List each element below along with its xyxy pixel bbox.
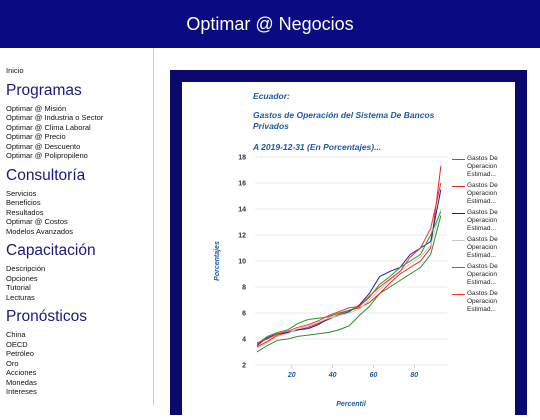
nav-link[interactable]: Petróleo bbox=[6, 349, 34, 358]
legend-item: Gastos De Operacion Estimad... bbox=[452, 155, 504, 179]
chart-title: A 2019-12-31 (En Porcentajes)... bbox=[252, 142, 381, 152]
x-tick-label: 20 bbox=[287, 372, 296, 379]
x-tick-label: 40 bbox=[328, 372, 337, 379]
chart-title: Ecuador: bbox=[253, 91, 290, 101]
nav-link[interactable]: Optimar @ Precio bbox=[6, 132, 66, 141]
nav-link[interactable]: Servicios bbox=[6, 188, 37, 198]
nav-link[interactable]: Optimar @ Polipropileno bbox=[6, 151, 88, 160]
series-line bbox=[256, 215, 442, 353]
nav-link[interactable]: Tutorial bbox=[6, 283, 31, 292]
legend-item: Gastos De Operacion Estimad... bbox=[452, 290, 504, 314]
legend-item: Gastos De Operacion Estimad... bbox=[452, 236, 504, 260]
legend-swatch bbox=[452, 266, 465, 268]
y-tick-label: 14 bbox=[238, 207, 246, 214]
legend-swatch bbox=[452, 212, 465, 214]
legend-label: Gastos De Operacion Estimad... bbox=[467, 236, 498, 259]
legend-item: Gastos De Operacion Estimad... bbox=[452, 182, 504, 206]
x-tick-label: 60 bbox=[370, 372, 378, 379]
nav-link[interactable]: Descripción bbox=[6, 264, 46, 273]
nav-link[interactable]: Optimar @ Costos bbox=[6, 217, 68, 226]
nav-link[interactable]: Inicio bbox=[6, 66, 24, 75]
chart-title: Gastos de Operación del Sistema De Banco… bbox=[253, 110, 435, 120]
series-line bbox=[256, 211, 442, 345]
nav-link[interactable]: Optimar @ Misión bbox=[6, 103, 67, 113]
series-line bbox=[256, 208, 442, 349]
nav-link[interactable]: Optimar @ Descuento bbox=[6, 141, 81, 151]
legend-label: Gastos De Operacion Estimad... bbox=[467, 290, 498, 313]
x-tick-label: 80 bbox=[410, 372, 418, 379]
nav-link[interactable]: Monedas bbox=[6, 377, 37, 387]
legend-label: Gastos De Operacion Estimad... bbox=[467, 155, 498, 178]
nav-link[interactable]: Optimar @ Industria o Sector bbox=[6, 113, 104, 122]
y-tick-label: 8 bbox=[242, 285, 246, 292]
nav-link[interactable]: Acciones bbox=[6, 368, 37, 377]
y-tick-label: 16 bbox=[238, 181, 246, 188]
chart-title: Privados bbox=[253, 121, 289, 131]
chart-panel: Ecuador: Gastos de Operación del Sistema … bbox=[182, 82, 515, 415]
chart-frame: Ecuador: Gastos de Operación del Sistema … bbox=[170, 70, 527, 415]
y-tick-label: 18 bbox=[238, 155, 246, 162]
y-axis-label: Porcentajes bbox=[214, 241, 221, 281]
legend-label: Gastos De Operacion Estimad... bbox=[467, 263, 498, 286]
legend-swatch bbox=[452, 185, 465, 187]
series-line bbox=[256, 182, 442, 344]
site-title: Optimar @ Negocios bbox=[0, 0, 540, 48]
legend-item: Gastos De Operacion Estimad... bbox=[452, 263, 504, 287]
y-tick-label: 4 bbox=[242, 337, 246, 344]
sidebar: Inicio Programas Optimar @ Misión Optimar @… bbox=[0, 48, 154, 405]
nav-link[interactable]: Resultados bbox=[6, 207, 44, 217]
legend-swatch bbox=[452, 293, 465, 295]
y-tick-label: 6 bbox=[242, 311, 246, 318]
series-line bbox=[256, 189, 442, 346]
legend-label: Gastos De Operacion Estimad... bbox=[467, 209, 498, 232]
chart: Ecuador: Gastos de Operación del Sistema … bbox=[214, 91, 447, 408]
nav-link[interactable]: Oro bbox=[6, 358, 19, 368]
nav-link[interactable]: China bbox=[6, 330, 26, 339]
nav-heading: Pronósticos bbox=[6, 308, 87, 325]
legend-swatch bbox=[452, 158, 465, 160]
nav-link[interactable]: Beneficios bbox=[6, 198, 41, 207]
nav-link[interactable]: OECD bbox=[6, 339, 28, 349]
y-tick-label: 12 bbox=[238, 233, 246, 240]
y-tick-label: 2 bbox=[242, 363, 246, 370]
nav-link[interactable]: Opciones bbox=[6, 273, 38, 283]
nav-heading: Consultoría bbox=[6, 166, 86, 184]
series-line bbox=[256, 166, 442, 348]
nav-link[interactable]: Modelos Avanzados bbox=[6, 226, 73, 236]
legend-item: Gastos De Operacion Estimad... bbox=[452, 209, 504, 233]
legend-swatch bbox=[452, 239, 465, 241]
nav-link[interactable]: Lecturas bbox=[6, 292, 35, 302]
nav-heading: Capacitación bbox=[6, 242, 96, 259]
nav-heading: Programas bbox=[6, 81, 82, 99]
nav-link[interactable]: Optimar @ Clima Laboral bbox=[6, 122, 91, 132]
legend-label: Gastos De Operacion Estimad... bbox=[467, 182, 498, 205]
y-tick-label: 10 bbox=[238, 259, 246, 266]
nav-link[interactable]: Intereses bbox=[6, 387, 37, 396]
